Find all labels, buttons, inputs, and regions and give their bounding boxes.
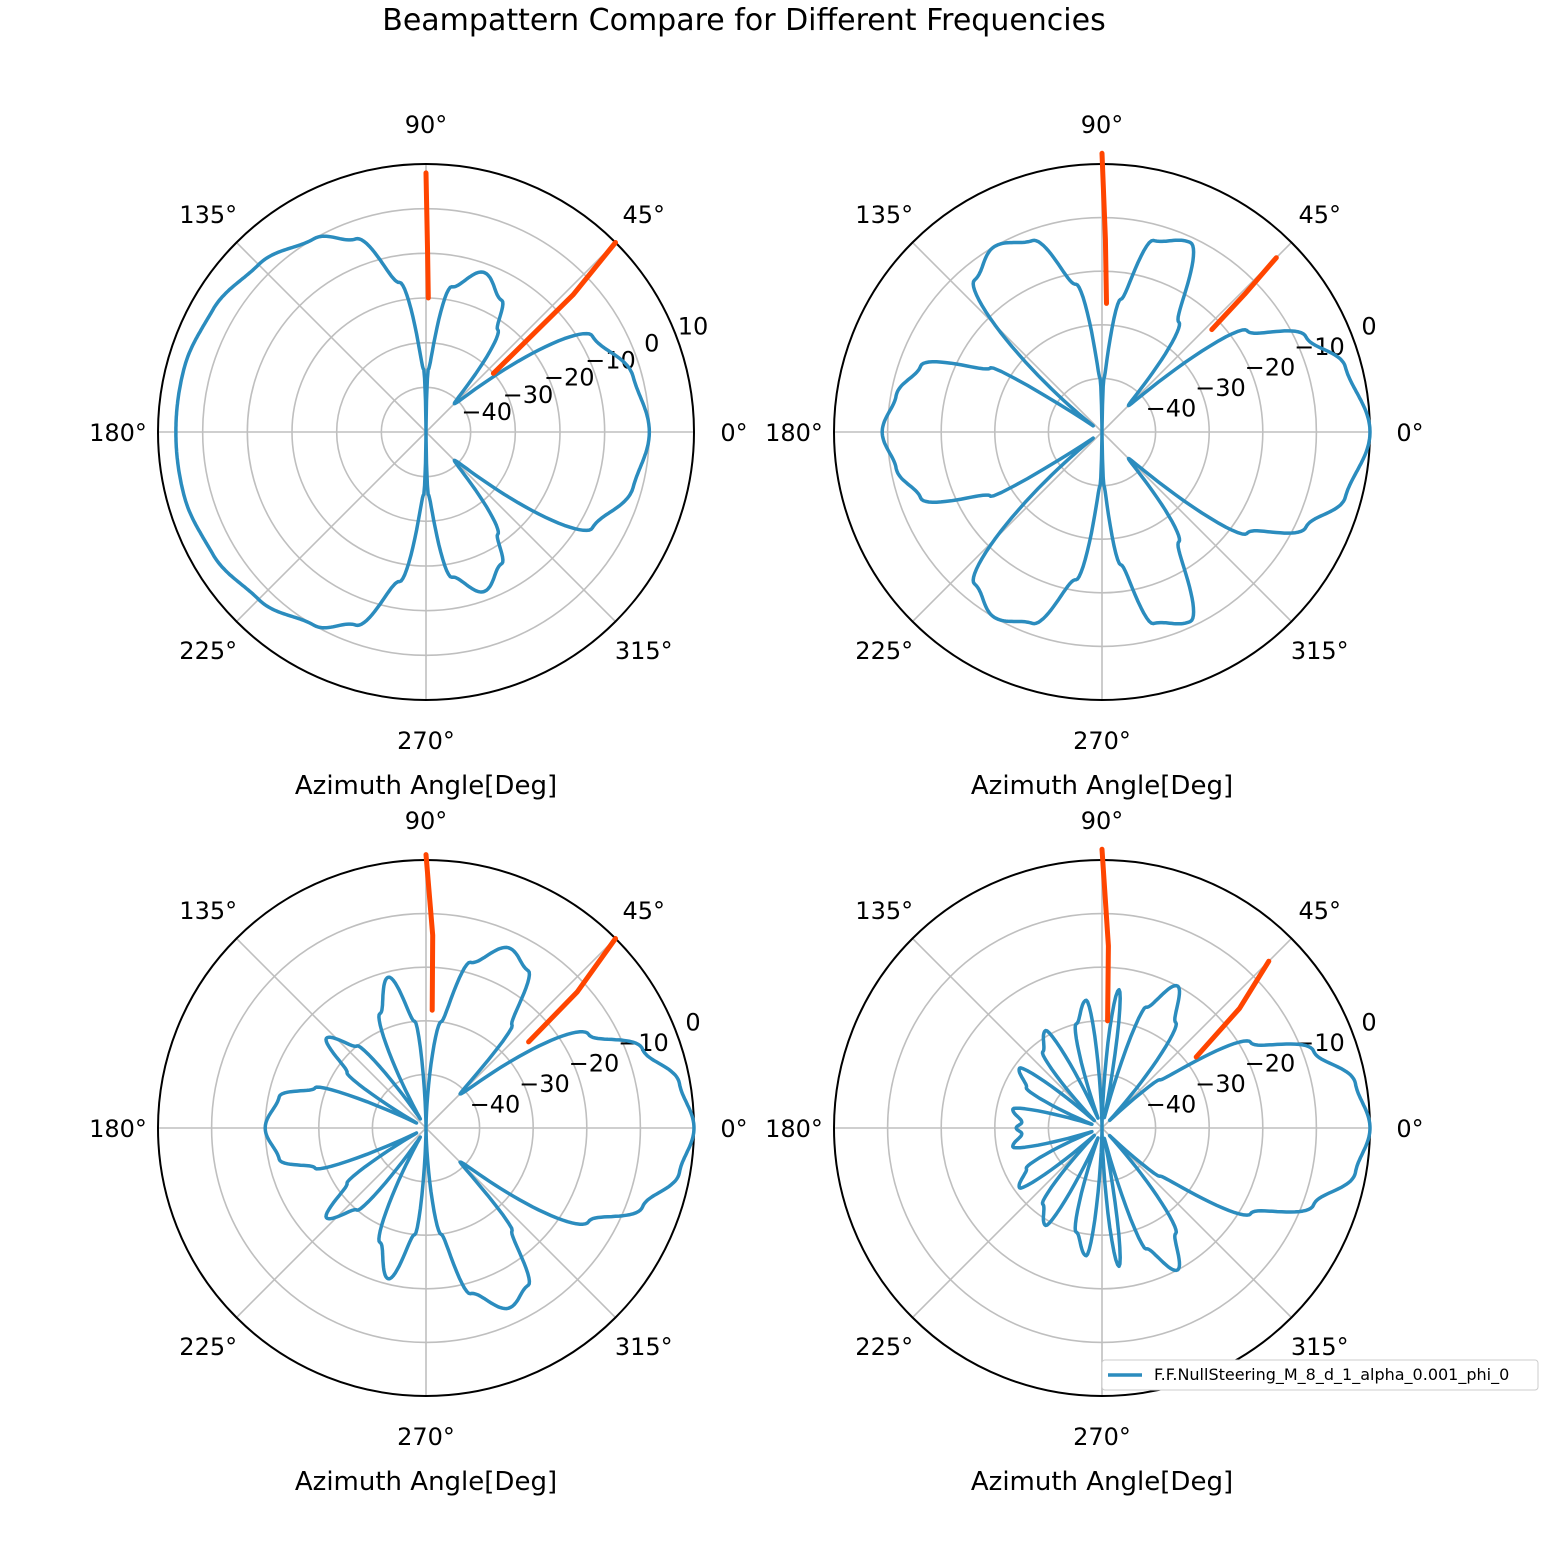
angle-tick-label: 0° bbox=[1396, 419, 1423, 447]
radial-tick-label: −30 bbox=[519, 1070, 570, 1098]
radial-tick-label: 0 bbox=[1361, 1008, 1376, 1036]
angular-gridline bbox=[425, 937, 617, 1129]
radial-tick-label: −10 bbox=[1294, 1029, 1345, 1057]
angle-tick-label: 45° bbox=[623, 897, 666, 925]
null-direction-marker bbox=[490, 240, 618, 376]
angular-gridline bbox=[911, 1127, 1103, 1319]
null-direction-marker bbox=[526, 936, 618, 1045]
angle-tick-label: 180° bbox=[765, 419, 823, 447]
angle-tick-label: 135° bbox=[855, 897, 913, 925]
polar-plot-panel-4: 0° 45° 90° 135° 180° 225° 270° 315° −40−30−20−10… bbox=[765, 807, 1424, 1497]
beam-pattern-line bbox=[880, 238, 1372, 626]
null-direction-marker bbox=[1099, 846, 1111, 1024]
legend-box bbox=[1101, 1359, 1539, 1391]
x-axis-label: Azimuth Angle[Deg] bbox=[971, 1467, 1233, 1497]
radial-tick-label: −40 bbox=[470, 1090, 521, 1118]
angle-tick-label: 45° bbox=[1299, 201, 1342, 229]
radial-tick-label: −20 bbox=[1245, 353, 1296, 381]
polar-frame bbox=[157, 163, 695, 701]
angular-gridline bbox=[911, 937, 1103, 1129]
radial-tick-label: −30 bbox=[1195, 374, 1246, 402]
angular-gridline bbox=[235, 937, 427, 1129]
radial-tick-label: 0 bbox=[685, 1008, 700, 1036]
radial-tick-label: −20 bbox=[1245, 1049, 1296, 1077]
null-direction-marker bbox=[1193, 958, 1272, 1060]
angular-gridline bbox=[911, 431, 1103, 623]
null-direction-marker bbox=[1209, 255, 1279, 333]
angle-tick-label: 270° bbox=[397, 1423, 455, 1451]
legend-label: F.F.NullSteering_M_8_d_1_alpha_0.001_phi… bbox=[1154, 1365, 1509, 1385]
beam-pattern-line bbox=[174, 234, 652, 630]
x-axis-label: Azimuth Angle[Deg] bbox=[295, 1467, 557, 1497]
angle-tick-label: 135° bbox=[855, 201, 913, 229]
angular-gridline bbox=[235, 431, 427, 623]
angle-tick-label: 180° bbox=[89, 1115, 147, 1143]
angle-tick-label: 315° bbox=[615, 1333, 673, 1361]
angle-tick-label: 270° bbox=[397, 727, 455, 755]
angle-tick-label: 180° bbox=[765, 1115, 823, 1143]
figure-title: Beampattern Compare for Different Freque… bbox=[382, 3, 1105, 38]
angle-tick-label: 270° bbox=[1073, 727, 1131, 755]
radial-tick-label: −40 bbox=[461, 398, 512, 426]
angular-gridline bbox=[235, 241, 427, 433]
angular-gridline bbox=[1101, 1127, 1293, 1319]
angle-tick-label: 225° bbox=[855, 1333, 913, 1361]
angle-tick-label: 270° bbox=[1073, 1423, 1131, 1451]
angular-gridline bbox=[425, 1127, 617, 1319]
beam-pattern-line bbox=[1011, 983, 1372, 1273]
polar-plot-panel-2: 0°45°90°135°180°225°270°315°−40−30−20−10… bbox=[765, 111, 1424, 801]
angle-tick-label: 45° bbox=[1299, 897, 1342, 925]
radial-tick-label: −30 bbox=[1195, 1070, 1246, 1098]
angle-tick-label: 90° bbox=[1081, 111, 1124, 139]
angle-tick-label: 0° bbox=[720, 419, 747, 447]
radial-tick-label: −20 bbox=[544, 364, 595, 392]
radial-tick-label: 0 bbox=[644, 329, 659, 357]
radial-tick-label: −30 bbox=[503, 381, 554, 409]
radial-tick-label: −20 bbox=[569, 1049, 620, 1077]
radial-tick-label: −40 bbox=[1146, 394, 1197, 422]
angle-tick-label: 90° bbox=[405, 111, 448, 139]
null-direction-marker bbox=[423, 852, 436, 1013]
angle-tick-label: 0° bbox=[720, 1115, 747, 1143]
beam-pattern-line bbox=[263, 945, 696, 1311]
x-axis-label: Azimuth Angle[Deg] bbox=[971, 771, 1233, 801]
polar-plot-panel-3: 0°45°90°135°180°225°270°315°−40−30−20−10… bbox=[89, 807, 748, 1497]
angle-tick-label: 315° bbox=[1291, 1333, 1349, 1361]
angular-gridline bbox=[235, 1127, 427, 1319]
angle-tick-label: 45° bbox=[623, 201, 666, 229]
angle-tick-label: 0° bbox=[1396, 1115, 1423, 1143]
null-direction-marker bbox=[423, 170, 431, 301]
angle-tick-label: 90° bbox=[1081, 807, 1124, 835]
angular-gridline bbox=[1101, 937, 1293, 1129]
angle-tick-label: 225° bbox=[179, 637, 237, 665]
radial-tick-label: 10 bbox=[678, 312, 709, 340]
angle-tick-label: 225° bbox=[179, 1333, 237, 1361]
radial-tick-label: 0 bbox=[1361, 312, 1376, 340]
x-axis-label: Azimuth Angle[Deg] bbox=[295, 771, 557, 801]
angle-tick-label: 135° bbox=[179, 201, 237, 229]
polar-plot-panel-1: 0°45°90°135°180°225°270°315°−40−30−20−10… bbox=[89, 111, 748, 801]
angle-tick-label: 315° bbox=[615, 637, 673, 665]
angle-tick-label: 135° bbox=[179, 897, 237, 925]
null-direction-marker bbox=[1099, 150, 1109, 306]
angle-tick-label: 180° bbox=[89, 419, 147, 447]
angle-tick-label: 90° bbox=[405, 807, 448, 835]
angular-gridline bbox=[911, 241, 1103, 433]
radial-tick-label: −40 bbox=[1146, 1090, 1197, 1118]
angle-tick-label: 315° bbox=[1291, 637, 1349, 665]
angle-tick-label: 225° bbox=[855, 637, 913, 665]
legend: F.F.NullSteering_M_8_d_1_alpha_0.001_phi… bbox=[1101, 1359, 1539, 1391]
